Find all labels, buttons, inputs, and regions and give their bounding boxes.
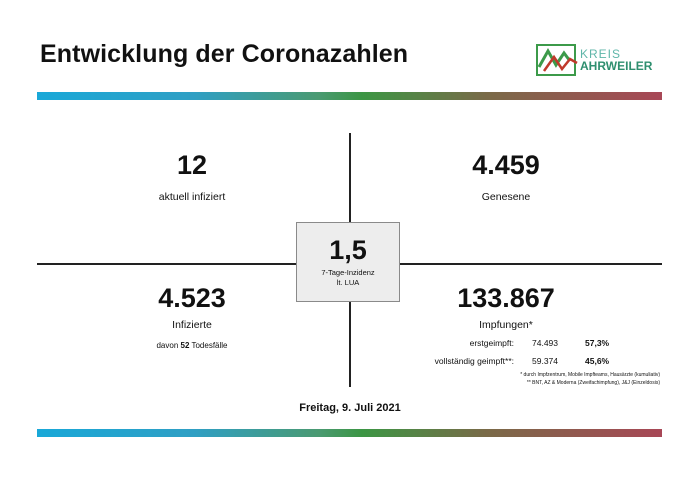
infected-label: Infizierte (172, 319, 212, 331)
logo-line2: AHRWEILER (580, 59, 653, 73)
active-cases-panel: 12 aktuell infiziert (92, 150, 292, 204)
recovered-label: Genesene (481, 191, 531, 203)
incidence-source: lt. LUA (336, 278, 360, 287)
logo-text: KREIS AHRWEILER (580, 48, 652, 72)
active-cases-value: 12 (176, 150, 208, 180)
deaths-prefix: davon (156, 341, 181, 350)
deaths-count: 52 (180, 341, 190, 350)
bottom-gradient-bar (37, 429, 662, 437)
deaths-note: davon 52 Todesfälle (92, 340, 292, 351)
vaccination-row-percent: 57,3% (585, 338, 610, 348)
footnote-1: * durch Impfzentrum, Mobile Impfteams, H… (520, 372, 660, 378)
infected-panel: 4.523 Infizierte davon 52 Todesfälle (92, 283, 292, 351)
vaccination-row-count: 59.374 (532, 356, 558, 366)
vaccinations-value: 133.867 (457, 283, 555, 313)
logo-mark-icon (536, 44, 578, 76)
infected-value: 4.523 (158, 283, 226, 313)
incidence-label: 7-Tage-Inzidenz (321, 268, 375, 277)
incidence-value: 1,5 (329, 235, 367, 265)
logo-line1: KREIS (580, 47, 622, 61)
page-title: Entwicklung der Coronazahlen (40, 40, 409, 68)
footnote-2: ** BNT, AZ & Moderna (Zweifachimpfung), … (526, 380, 660, 386)
incidence-box: 1,5 7-Tage-Inzidenz lt. LUA (296, 222, 400, 302)
recovered-value: 4.459 (472, 150, 540, 180)
vaccinations-label: Impfungen* (479, 319, 533, 331)
vaccinations-panel: 133.867 Impfungen* (406, 283, 606, 332)
vaccination-row-count: 74.493 (532, 338, 558, 348)
vaccination-row-percent: 45,6% (585, 356, 610, 366)
recovered-panel: 4.459 Genesene (406, 150, 606, 204)
kreis-ahrweiler-logo: KREIS AHRWEILER (536, 43, 666, 77)
top-gradient-bar (37, 92, 662, 100)
report-date: Freitag, 9. Juli 2021 (299, 402, 401, 414)
vaccination-row-label: erstgeimpft: (469, 338, 514, 348)
vaccination-row-label: vollständig geimpft**: (434, 356, 514, 366)
deaths-suffix: Todesfälle (189, 341, 228, 350)
active-cases-label: aktuell infiziert (158, 191, 226, 203)
